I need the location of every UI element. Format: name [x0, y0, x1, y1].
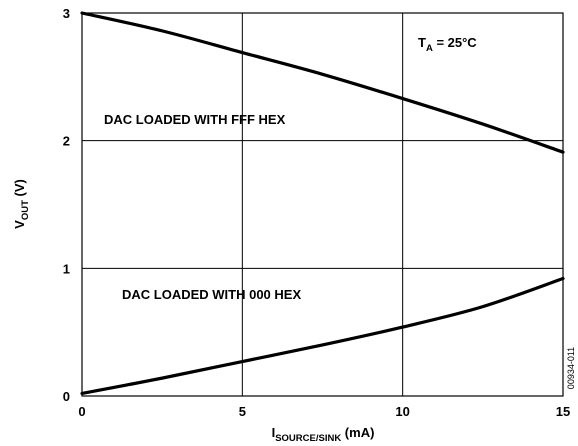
annotation-000-hex: DAC LOADED WITH 000 HEX [122, 287, 301, 302]
series-layer [80, 11, 565, 396]
y-tick-labels: 0 1 2 3 [63, 6, 70, 404]
series-line-1 [80, 11, 565, 154]
x-tick-labels: 0 5 10 15 [78, 404, 570, 419]
annotation-ambient-temp: TA = 25°C [418, 35, 477, 54]
plot-frame [81, 12, 564, 397]
x-tick-label: 0 [78, 404, 85, 419]
y-tick-label: 2 [63, 134, 70, 149]
x-tick-label: 10 [395, 404, 409, 419]
series-line-2 [80, 276, 565, 396]
x-axis-label: ISOURCE/SINK (mA) [272, 425, 375, 444]
figure-id: 00934-011 [566, 347, 576, 389]
x-tick-label: 15 [556, 404, 570, 419]
y-axis-label: VOUT (V) [12, 179, 31, 229]
grid-lines [82, 13, 563, 396]
y-tick-label: 3 [63, 6, 70, 21]
y-tick-label: 1 [63, 261, 70, 276]
x-tick-label: 5 [239, 404, 246, 419]
annotation-fff-hex: DAC LOADED WITH FFF HEX [104, 112, 286, 127]
y-tick-label: 0 [63, 389, 70, 404]
